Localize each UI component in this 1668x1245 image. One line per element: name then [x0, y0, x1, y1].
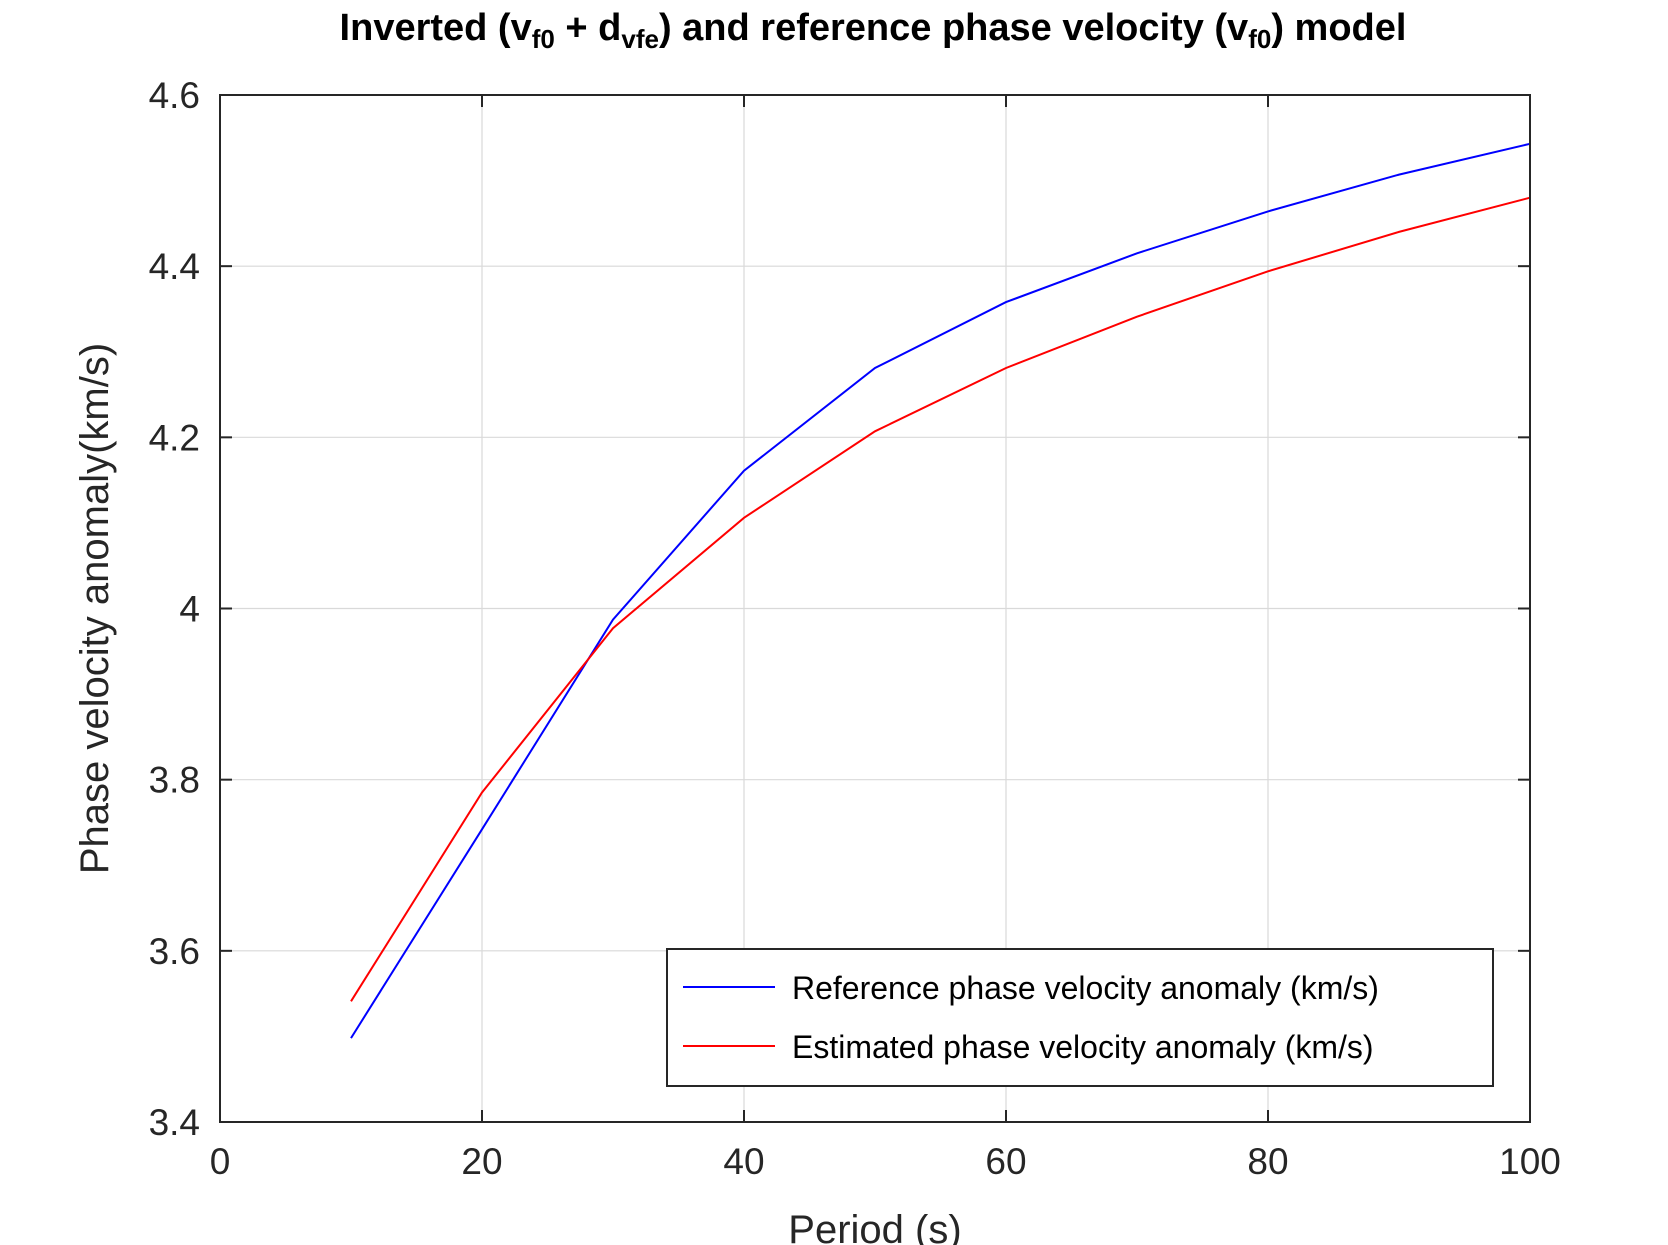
x-tick-label: 20 [461, 1141, 502, 1182]
x-tick-label: 100 [1499, 1141, 1561, 1182]
series-line-2 [350, 196, 1531, 1002]
y-tick-label: 3.6 [149, 931, 200, 972]
legend-label-2: Estimated phase velocity anomaly (km/s) [792, 1029, 1374, 1065]
x-tick-label: 80 [1247, 1141, 1288, 1182]
title-sub-vfe: vfe [621, 24, 659, 54]
y-tick-label: 4.4 [149, 246, 200, 287]
title-part-prefix: Inverted (v [340, 7, 532, 49]
title-part-mid2: ) and reference phase velocity (v [659, 7, 1248, 49]
chart-title: Inverted (vf0 + dvfe) and reference phas… [340, 7, 1407, 54]
x-tick-label: 60 [985, 1141, 1026, 1182]
title-sub-f0-2: f0 [1248, 24, 1271, 54]
legend-label-1: Reference phase velocity anomaly (km/s) [792, 970, 1379, 1006]
y-tick-label: 4 [179, 589, 200, 630]
title-sub-f0-1: f0 [532, 24, 555, 54]
legend: Reference phase velocity anomaly (km/s) E… [666, 948, 1494, 1087]
series-lines [350, 142, 1531, 1039]
x-axis-label: Period (s) [788, 1208, 961, 1245]
y-tick-label: 3.8 [149, 760, 200, 801]
axis-ticks: 0 20 40 60 80 100 3.4 3.6 3.8 4 4.2 4.4 4.6 [149, 75, 1561, 1182]
y-tick-label: 4.2 [149, 417, 200, 458]
y-tick-label: 3.4 [149, 1102, 200, 1143]
legend-box [666, 948, 1494, 1087]
title-part-suffix: ) model [1271, 7, 1406, 49]
title-part-mid1: + d [555, 7, 622, 49]
y-tick-label: 4.6 [149, 75, 200, 116]
series-line-1 [350, 142, 1531, 1039]
x-tick-label: 0 [210, 1141, 231, 1182]
x-tick-label: 40 [723, 1141, 764, 1182]
y-axis-label: Phase velocity anomaly(km/s) [73, 343, 117, 874]
